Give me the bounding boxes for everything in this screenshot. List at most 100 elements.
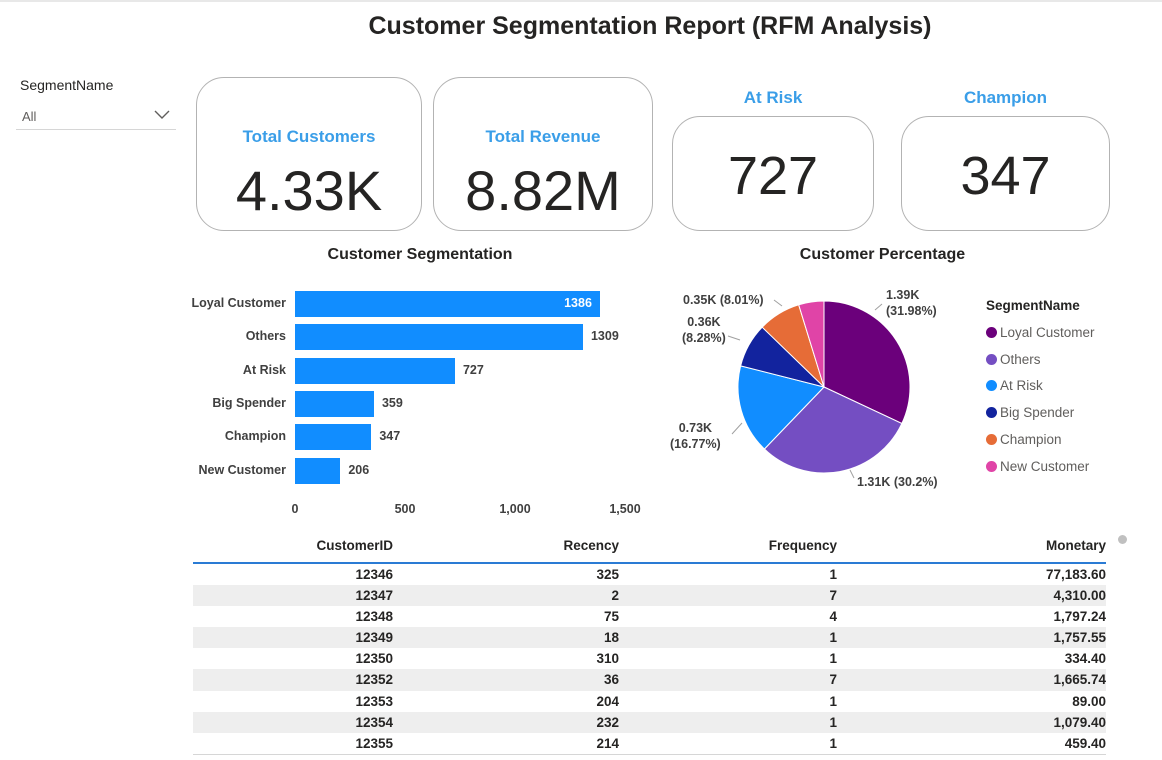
table-row[interactable]: 12355 214 1 459.40 — [193, 733, 1106, 754]
table-cell: 12350 — [355, 651, 393, 667]
table-row[interactable]: 12348 75 4 1,797.24 — [193, 606, 1106, 627]
pie-leader-line — [849, 469, 855, 479]
champion-card[interactable]: 347 — [901, 116, 1110, 231]
pie-slice-loyal-customer[interactable] — [823, 300, 911, 425]
pie-legend: SegmentName Loyal Customer Others At Risk B… — [986, 298, 1095, 480]
bar-category-label: Big Spender — [212, 395, 286, 410]
legend-marker — [986, 353, 997, 365]
bar-big-spender[interactable] — [295, 390, 374, 417]
table-cell: 77,183.60 — [1045, 567, 1106, 582]
segment-slicer-dropdown[interactable]: All — [16, 101, 176, 130]
legend-item-champion[interactable]: Champion — [986, 426, 1095, 453]
table-cell: 12355 — [355, 735, 393, 751]
top-border — [0, 0, 1162, 2]
pie-slice-at-risk[interactable] — [737, 365, 825, 450]
total-revenue-card[interactable]: Total Revenue 8.82M — [433, 77, 653, 231]
customer-percentage-pie-chart[interactable]: 1.39K (31.98%) 1.31K (30.2%) 0.73K (16.7… — [660, 280, 990, 510]
table-cell: 7 — [829, 672, 837, 688]
pie-leader-line — [727, 335, 741, 341]
legend-label: Others — [1000, 351, 1041, 367]
table-cell: 12347 — [355, 588, 393, 604]
table-bottom-border — [193, 753, 1106, 755]
scrollbar-handle[interactable] — [1118, 535, 1127, 544]
column-header-frequency[interactable]: Frequency — [768, 538, 837, 553]
total-customers-card[interactable]: Total Customers 4.33K — [196, 77, 422, 231]
legend-label: Big Spender — [1000, 405, 1075, 421]
table-cell: 1,665.74 — [1053, 672, 1106, 688]
pie-label-at-risk: 0.73K (16.77%) — [670, 420, 721, 452]
pie-leader-line — [874, 303, 883, 311]
legend-title: SegmentName — [986, 298, 1080, 313]
bar-value-label: 1309 — [590, 329, 619, 344]
bar-at-risk[interactable] — [295, 357, 455, 384]
table-cell: 1 — [829, 693, 837, 709]
bar-category-label: At Risk — [242, 362, 286, 377]
bar-new-customer[interactable] — [295, 457, 341, 484]
bar-value-label: 727 — [462, 362, 484, 377]
table-cell: 1,797.24 — [1053, 609, 1106, 625]
bar-others[interactable] — [295, 324, 583, 351]
total-revenue-label: Total Revenue — [485, 127, 601, 146]
table-row[interactable]: 12353 204 1 89.00 — [193, 691, 1106, 712]
pie-label-at-risk-pct: (16.77%) — [670, 437, 721, 451]
bar-category-label: New Customer — [198, 462, 286, 477]
table-row[interactable]: 12350 310 1 334.40 — [193, 648, 1106, 669]
legend-label: Loyal Customer — [1000, 324, 1095, 340]
bar-loyal-customer[interactable] — [295, 291, 600, 317]
legend-marker — [986, 434, 997, 446]
x-axis-tick-label: 0 — [291, 502, 299, 516]
table-cell: 2 — [611, 588, 619, 604]
x-axis-tick-label: 1,500 — [609, 502, 641, 516]
pie-slice-others[interactable] — [763, 386, 903, 474]
legend-item-loyal-customer[interactable]: Loyal Customer — [986, 319, 1095, 346]
table-cell: 1,757.55 — [1053, 630, 1106, 646]
table-cell: 310 — [596, 651, 619, 667]
table-row[interactable]: 12347 2 7 4,310.00 — [193, 585, 1106, 607]
column-header-monetary[interactable]: Monetary — [1045, 538, 1106, 553]
legend-item-at-risk[interactable]: At Risk — [986, 373, 1095, 400]
customer-rfm-table[interactable]: CustomerID Recency Frequency Monetary 12… — [193, 532, 1106, 755]
bar-value-label: 347 — [379, 429, 401, 444]
table-cell: 12352 — [355, 672, 393, 688]
legend-item-big-spender[interactable]: Big Spender — [986, 399, 1095, 426]
table-cell: 12346 — [355, 567, 393, 582]
table-cell: 232 — [596, 714, 619, 730]
table-body: 12346 325 1 77,183.60 12347 2 7 4,310.00 12348 75… — [193, 564, 1106, 754]
table-cell: 1 — [829, 630, 837, 646]
table-header: CustomerID Recency Frequency Monetary — [193, 532, 1106, 564]
bar-chart-title: Customer Segmentation — [327, 246, 513, 263]
pie-label-loyal-pct: (31.98%) — [886, 304, 937, 318]
slicer-selected-value: All — [22, 109, 37, 124]
table-cell: 89.00 — [1072, 693, 1106, 709]
slicer-label: SegmentName — [20, 77, 114, 93]
table-cell: 1 — [829, 651, 837, 667]
column-header-customerid[interactable]: CustomerID — [316, 538, 393, 553]
table-row[interactable]: 12349 18 1 1,757.55 — [193, 627, 1106, 649]
total-customers-value: 4.33K — [235, 159, 383, 222]
table-row[interactable]: 12346 325 1 77,183.60 — [193, 564, 1106, 585]
legend-item-new-customer[interactable]: New Customer — [986, 453, 1095, 480]
legend-marker — [986, 407, 997, 419]
customer-segmentation-bar-chart[interactable]: Loyal Customer 1386 Others 1309 At Risk 727 Bi… — [190, 282, 650, 522]
bar-value-label: 359 — [381, 395, 403, 410]
legend-item-others[interactable]: Others — [986, 346, 1095, 373]
column-header-recency[interactable]: Recency — [563, 538, 619, 553]
table-cell: 214 — [596, 735, 619, 751]
report-title: Customer Segmentation Report (RFM Analys… — [368, 12, 932, 40]
table-cell: 1 — [829, 714, 837, 730]
champion-value: 347 — [960, 146, 1051, 206]
bar-champion[interactable] — [295, 424, 372, 451]
champion-label: Champion — [963, 88, 1048, 107]
at-risk-card[interactable]: 727 — [672, 116, 874, 231]
legend-label: At Risk — [1000, 378, 1043, 394]
bar-category-label: Champion — [224, 429, 286, 444]
pie-slice-new-customer[interactable] — [798, 300, 825, 388]
table-cell: 12348 — [355, 609, 393, 625]
x-axis-tick-label: 1,000 — [499, 502, 531, 516]
pie-label-loyal-customer: 1.39K (31.98%) — [886, 287, 937, 319]
table-row[interactable]: 12354 232 1 1,079.40 — [193, 711, 1106, 733]
legend-items: Loyal Customer Others At Risk Big Spender Ch… — [986, 319, 1095, 480]
pie-svg — [727, 299, 911, 479]
bar-value-label: 206 — [348, 462, 370, 477]
table-row[interactable]: 12352 36 7 1,665.74 — [193, 669, 1106, 691]
